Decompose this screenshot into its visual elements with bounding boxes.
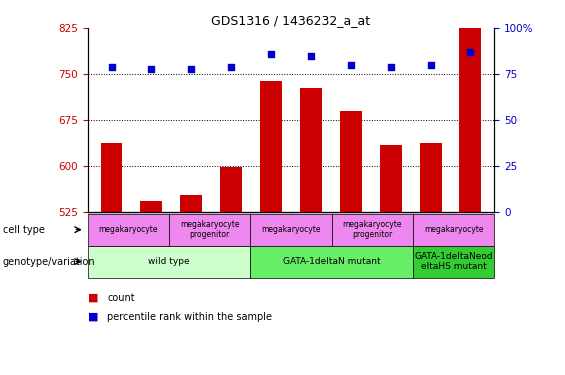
Point (187, 66, 196, 72)
Point (426, 62, 435, 68)
Text: count: count (107, 293, 135, 303)
Point (386, 64, 395, 70)
Point (147, 66, 156, 72)
Bar (420, 143, 441, 212)
Point (466, 49, 475, 55)
Bar (141, 201, 162, 212)
Text: percentile rank within the sample: percentile rank within the sample (107, 312, 272, 322)
Bar (300, 88, 322, 212)
Point (227, 64, 236, 70)
Point (306, 53, 315, 59)
Text: megakaryocyte: megakaryocyte (261, 225, 321, 234)
Title: GDS1316 / 1436232_a_at: GDS1316 / 1436232_a_at (211, 14, 371, 27)
Bar (220, 167, 242, 212)
Text: megakaryocyte: megakaryocyte (98, 225, 158, 234)
Text: megakaryocyte
progenitor: megakaryocyte progenitor (342, 220, 402, 239)
Bar (260, 81, 282, 212)
Text: ■: ■ (88, 293, 98, 303)
Bar (459, 28, 481, 212)
Text: megakaryocyte
progenitor: megakaryocyte progenitor (180, 220, 240, 239)
Text: GATA-1deltaNeod
eltaHS mutant: GATA-1deltaNeod eltaHS mutant (414, 252, 493, 271)
Bar (380, 144, 402, 212)
Text: ■: ■ (88, 312, 98, 322)
Bar (101, 143, 123, 212)
Point (267, 51, 276, 57)
Text: cell type: cell type (3, 225, 45, 235)
Text: GATA-1deltaN mutant: GATA-1deltaN mutant (283, 257, 380, 266)
Text: megakaryocyte: megakaryocyte (424, 225, 484, 234)
Bar (180, 195, 202, 212)
Bar (340, 111, 362, 212)
Point (346, 62, 355, 68)
Text: wild type: wild type (148, 257, 190, 266)
Text: genotype/variation: genotype/variation (3, 256, 95, 267)
Point (107, 64, 116, 70)
